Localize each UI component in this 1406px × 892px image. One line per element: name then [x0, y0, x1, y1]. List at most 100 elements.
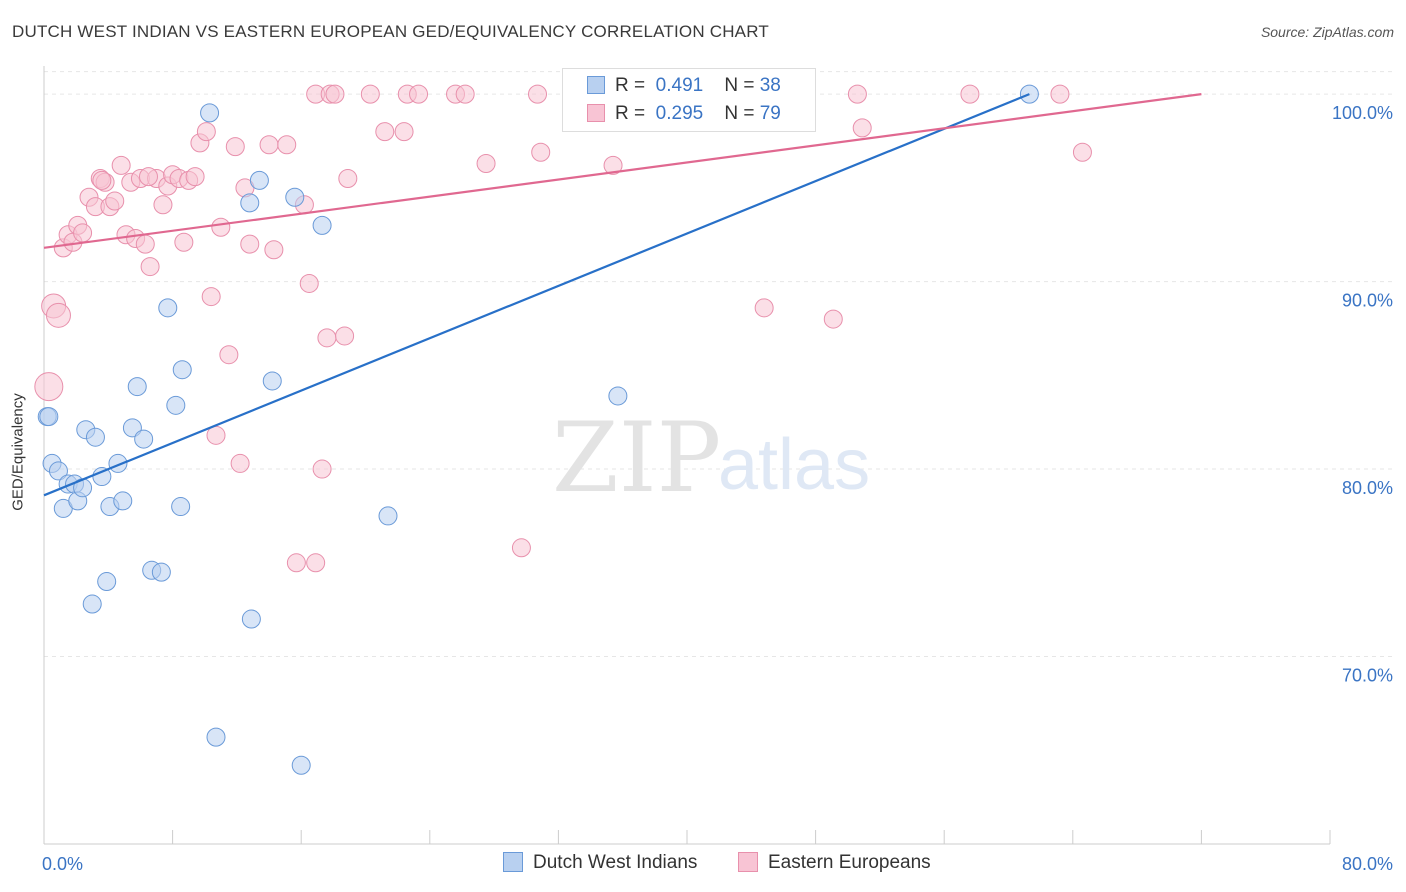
point-eastern-europeans	[259, 135, 279, 155]
point-eastern-europeans	[823, 309, 843, 329]
point-dutch-west-indians	[151, 562, 171, 582]
point-eastern-europeans	[219, 345, 239, 365]
point-eastern-europeans	[73, 223, 93, 243]
point-dutch-west-indians	[113, 491, 133, 511]
legend-item-eastern-europeans[interactable]: Eastern Europeans	[738, 852, 931, 874]
point-dutch-west-indians	[122, 418, 142, 438]
point-dutch-west-indians	[85, 427, 105, 447]
point-dutch-west-indians	[48, 461, 68, 481]
point-eastern-europeans	[140, 257, 160, 277]
point-eastern-europeans	[335, 326, 355, 346]
trend-line-dutch-west-indians	[43, 93, 1030, 497]
legend-r-label: R =	[615, 75, 646, 96]
source-label: Source: ZipAtlas.com	[1260, 24, 1394, 40]
point-eastern-europeans	[476, 153, 496, 173]
y-tick-label: 70.0%	[1342, 666, 1393, 686]
point-eastern-europeans	[394, 122, 414, 142]
legend-n-label: N =	[724, 103, 755, 124]
legend-r-value-pink: 0.295	[655, 103, 704, 124]
point-eastern-europeans	[847, 84, 867, 104]
point-eastern-europeans	[240, 234, 260, 254]
point-eastern-europeans	[201, 287, 221, 307]
legend-n-label: N =	[724, 75, 755, 96]
point-eastern-europeans	[230, 453, 250, 473]
point-eastern-europeans	[306, 553, 326, 573]
point-eastern-europeans	[754, 298, 774, 318]
point-dutch-west-indians	[241, 609, 261, 629]
point-eastern-europeans	[360, 84, 380, 104]
point-eastern-europeans	[264, 240, 284, 260]
trend-lines	[43, 93, 1202, 497]
y-tick-label: 100.0%	[1332, 103, 1393, 123]
point-dutch-west-indians	[262, 371, 282, 391]
point-eastern-europeans	[111, 155, 131, 175]
legend-n-value-pink: 79	[759, 103, 781, 124]
x-tick-label-min: 0.0%	[42, 854, 83, 874]
legend-label-eastern-europeans: Eastern Europeans	[768, 852, 931, 873]
legend-row-dutch-west-indians: R = 0.491 N = 38	[587, 75, 781, 97]
point-dutch-west-indians	[312, 215, 332, 235]
point-dutch-west-indians	[134, 429, 154, 449]
legend-swatch-pink	[587, 104, 605, 122]
point-eastern-europeans	[34, 372, 64, 402]
point-dutch-west-indians	[82, 594, 102, 614]
gridlines	[44, 71, 1395, 658]
point-dutch-west-indians	[285, 187, 305, 207]
point-eastern-europeans	[852, 118, 872, 138]
point-eastern-europeans	[1072, 142, 1092, 162]
legend-label-dutch-west-indians: Dutch West Indians	[533, 852, 698, 873]
point-dutch-west-indians	[39, 407, 59, 427]
point-dutch-west-indians	[127, 377, 147, 397]
point-eastern-europeans	[317, 328, 337, 348]
point-eastern-europeans	[105, 191, 125, 211]
watermark-atlas: atlas	[718, 425, 870, 505]
point-eastern-europeans	[511, 538, 531, 558]
point-dutch-west-indians	[172, 360, 192, 380]
point-eastern-europeans	[153, 195, 173, 215]
point-eastern-europeans	[325, 84, 345, 104]
point-eastern-europeans	[299, 273, 319, 293]
point-eastern-europeans	[455, 84, 475, 104]
point-eastern-europeans	[174, 232, 194, 252]
point-dutch-west-indians	[166, 395, 186, 415]
y-tick-label: 80.0%	[1342, 478, 1393, 498]
point-eastern-europeans	[277, 135, 297, 155]
point-eastern-europeans	[45, 302, 71, 328]
point-dutch-west-indians	[608, 386, 628, 406]
point-eastern-europeans	[960, 84, 980, 104]
legend-swatch-pink	[738, 852, 758, 872]
point-eastern-europeans	[92, 170, 112, 190]
point-eastern-europeans	[312, 459, 332, 479]
point-eastern-europeans	[531, 142, 551, 162]
tick-labels: 70.0% 80.0% 90.0% 100.0% 0.0% 80.0%	[42, 103, 1393, 874]
stats-legend: R = 0.491 N = 38 R = 0.295 N = 79	[562, 68, 816, 132]
trend-line-eastern-europeans	[43, 93, 1202, 249]
point-dutch-west-indians	[200, 103, 220, 123]
legend-n-value-blue: 38	[759, 75, 781, 96]
point-eastern-europeans	[528, 84, 548, 104]
point-dutch-west-indians	[291, 755, 311, 775]
point-eastern-europeans	[225, 137, 245, 157]
legend-item-dutch-west-indians[interactable]: Dutch West Indians	[503, 852, 697, 874]
point-dutch-west-indians	[171, 497, 191, 517]
point-eastern-europeans	[185, 167, 205, 187]
point-dutch-west-indians	[249, 170, 269, 190]
legend-swatch-blue	[503, 852, 523, 872]
point-eastern-europeans	[603, 155, 623, 175]
y-tick-label: 90.0%	[1342, 291, 1393, 311]
point-eastern-europeans	[138, 167, 158, 187]
point-eastern-europeans	[135, 234, 155, 254]
point-dutch-west-indians	[97, 572, 117, 592]
axes	[43, 66, 1331, 845]
legend-r-value-blue: 0.491	[655, 75, 704, 96]
point-eastern-europeans	[375, 122, 395, 142]
point-eastern-europeans	[409, 84, 429, 104]
legend-row-eastern-europeans: R = 0.295 N = 79	[587, 103, 781, 125]
point-eastern-europeans	[211, 217, 231, 237]
chart-title: DUTCH WEST INDIAN VS EASTERN EUROPEAN GE…	[12, 22, 769, 41]
legend-swatch-blue	[587, 76, 605, 94]
point-dutch-west-indians	[378, 506, 398, 526]
x-tick-label-max: 80.0%	[1342, 854, 1393, 874]
point-eastern-europeans	[286, 553, 306, 573]
